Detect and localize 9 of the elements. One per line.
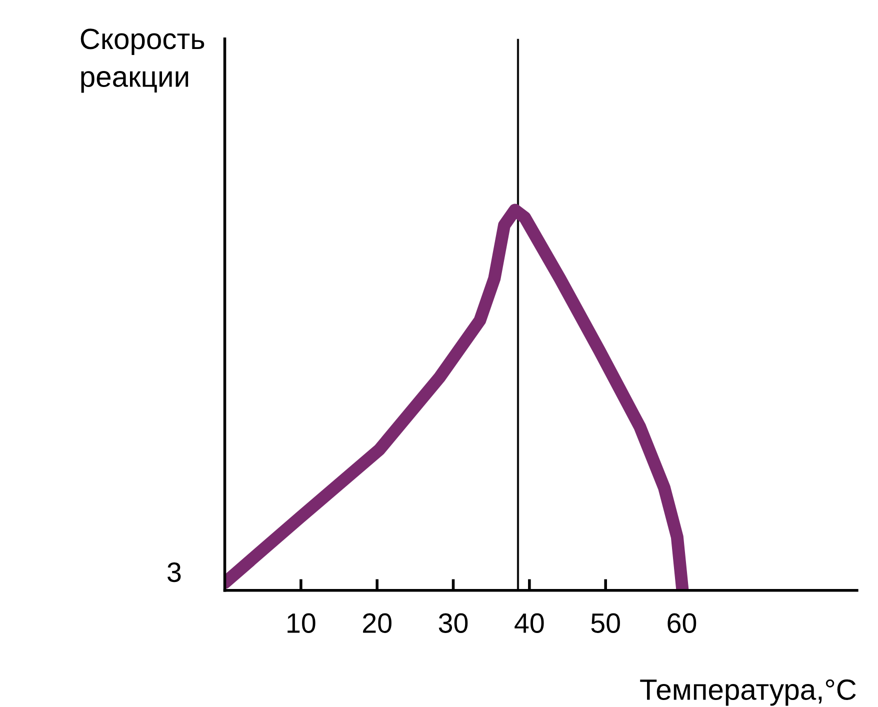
y-axis-title: Скорость реакции (80, 28, 204, 93)
text: 3 (168, 562, 181, 582)
x-tick-label: 30 (438, 613, 468, 633)
x-tick-label: 50 (591, 613, 620, 633)
x-tick-label: 10 (288, 613, 316, 633)
x-tick-label: 20 (363, 613, 392, 633)
x-axis-title: Температура,°C (640, 679, 856, 706)
x-tick-label: 40 (514, 613, 544, 633)
x-tick-label: 60 (668, 613, 696, 633)
